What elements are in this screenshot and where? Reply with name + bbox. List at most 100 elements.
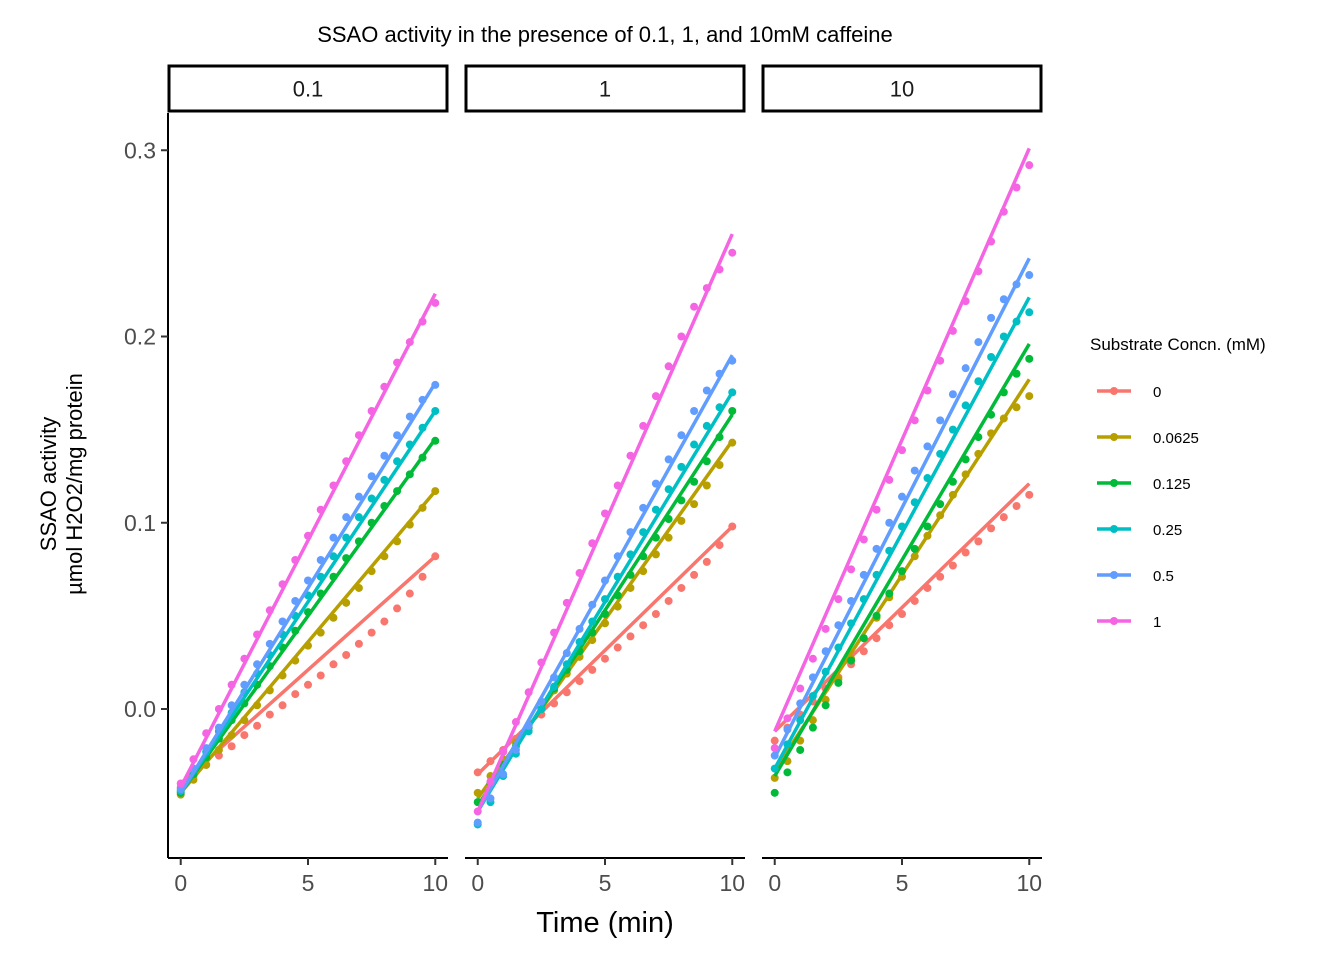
- x-tick-label: 0: [174, 870, 187, 896]
- fit-line: [773, 296, 1031, 770]
- data-point: [588, 539, 597, 548]
- data-point: [214, 751, 223, 760]
- data-point: [575, 569, 584, 578]
- series-0.0625: [176, 487, 440, 799]
- data-point: [418, 317, 427, 326]
- data-point: [834, 678, 843, 687]
- data-point: [859, 535, 868, 544]
- data-point: [240, 731, 249, 740]
- data-point: [588, 665, 597, 674]
- data-point: [961, 364, 970, 373]
- data-point: [524, 688, 533, 697]
- data-point: [291, 626, 300, 635]
- legend-key-point: [1110, 387, 1118, 395]
- data-point: [783, 725, 792, 734]
- data-point: [537, 705, 546, 713]
- data-point: [948, 390, 957, 399]
- data-point: [265, 639, 274, 648]
- data-point: [405, 412, 414, 421]
- data-point: [537, 658, 546, 667]
- data-point: [329, 660, 338, 669]
- data-point: [265, 606, 274, 615]
- data-point: [974, 377, 983, 386]
- data-point: [214, 705, 223, 713]
- data-point: [626, 632, 635, 641]
- panel-1: 10 5 10: [464, 64, 746, 896]
- data-point: [796, 745, 805, 754]
- data-point: [948, 490, 957, 499]
- data-point: [354, 639, 363, 648]
- data-point: [1025, 354, 1034, 363]
- data-point: [202, 744, 211, 753]
- legend-entry: 0.25: [1097, 522, 1182, 539]
- facet-strip: [761, 64, 1043, 113]
- data-point: [847, 656, 856, 665]
- data-point: [189, 755, 198, 764]
- series-0.5: [176, 380, 440, 794]
- data-point: [715, 541, 724, 550]
- data-point: [342, 598, 351, 607]
- y-tick-label: 0.1: [124, 510, 156, 536]
- series-0.125: [770, 343, 1034, 797]
- data-point: [316, 628, 325, 637]
- series-0.25: [770, 296, 1034, 773]
- data-point: [961, 401, 970, 410]
- facet-strip-label: 0.1: [293, 77, 324, 102]
- facet-strip: [167, 64, 449, 113]
- data-point: [974, 537, 983, 546]
- data-point: [626, 451, 635, 460]
- data-point: [626, 550, 635, 559]
- data-point: [677, 516, 686, 525]
- panel-10: 10 0 5 10: [761, 64, 1043, 896]
- data-point: [613, 552, 622, 561]
- data-point: [354, 431, 363, 440]
- data-point: [575, 637, 584, 646]
- data-point: [265, 686, 274, 695]
- y-tick-label: 0.3: [124, 137, 156, 163]
- fit-line: [179, 292, 437, 789]
- data-point: [923, 442, 932, 451]
- data-point: [999, 295, 1008, 304]
- data-point: [380, 552, 389, 561]
- data-point: [651, 610, 660, 619]
- data-point: [1012, 501, 1021, 510]
- data-point: [626, 570, 635, 579]
- data-point: [291, 690, 300, 699]
- data-point: [473, 818, 482, 827]
- data-point: [626, 528, 635, 537]
- data-point: [728, 407, 737, 415]
- data-point: [431, 436, 440, 445]
- data-point: [872, 570, 881, 579]
- y-tick-label: 0.0: [124, 696, 156, 722]
- data-point: [961, 548, 970, 557]
- data-point: [872, 611, 881, 620]
- data-point: [898, 522, 906, 531]
- legend: Substrate Concn. (mM) 0 0.0625 0.125 0.25 0.…: [1090, 335, 1266, 631]
- data-point: [702, 284, 711, 293]
- data-point: [431, 552, 440, 561]
- data-point: [562, 660, 571, 669]
- data-point: [808, 654, 817, 663]
- data-point: [859, 595, 868, 604]
- series-1: [176, 292, 440, 789]
- data-point: [499, 747, 508, 756]
- data-point: [367, 567, 376, 576]
- data-point: [690, 407, 699, 415]
- data-point: [601, 576, 609, 585]
- data-point: [354, 537, 363, 546]
- data-point: [999, 207, 1008, 216]
- data-point: [808, 673, 817, 682]
- data-point: [651, 392, 660, 401]
- data-point: [987, 410, 996, 419]
- data-point: [910, 466, 919, 475]
- data-point: [651, 505, 660, 514]
- data-point: [550, 699, 559, 708]
- data-point: [329, 613, 338, 622]
- data-point: [664, 596, 673, 605]
- data-point: [987, 313, 996, 322]
- data-point: [796, 684, 805, 693]
- data-point: [872, 634, 881, 643]
- data-point: [613, 643, 622, 652]
